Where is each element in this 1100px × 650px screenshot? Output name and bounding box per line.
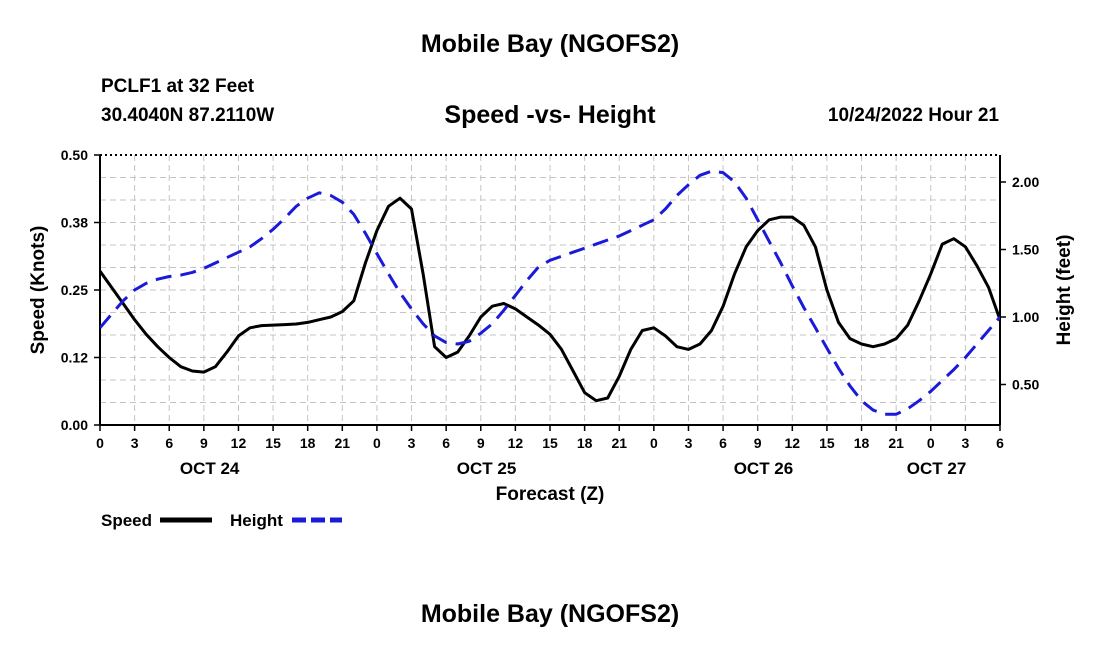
day-label: OCT 26 xyxy=(734,459,794,478)
x-tick-label: 0 xyxy=(650,435,658,451)
day-label: OCT 24 xyxy=(180,459,240,478)
x-tick-label: 18 xyxy=(300,435,316,451)
x-tick-label: 9 xyxy=(200,435,208,451)
x-tick-label: 21 xyxy=(335,435,351,451)
x-tick-label: 12 xyxy=(508,435,524,451)
legend-label-height: Height xyxy=(230,511,283,530)
y2-tick-label: 0.50 xyxy=(1012,377,1039,393)
x-tick-label: 0 xyxy=(373,435,381,451)
x-tick-label: 3 xyxy=(961,435,969,451)
x-tick-label: 0 xyxy=(96,435,104,451)
grid xyxy=(99,155,1001,425)
x-tick-label: 3 xyxy=(408,435,416,451)
x-tick-label: 0 xyxy=(927,435,935,451)
x-tick-label: 6 xyxy=(442,435,450,451)
x-tick-label: 3 xyxy=(131,435,139,451)
forecast-timestamp: 10/24/2022 Hour 21 xyxy=(827,105,999,126)
x-tick-label: 18 xyxy=(854,435,870,451)
y-tick-label: 0.50 xyxy=(61,147,88,163)
y2-tick-label: 1.00 xyxy=(1012,309,1039,325)
y-tick-label: 0.00 xyxy=(61,417,88,433)
day-label: OCT 25 xyxy=(457,459,517,478)
x-tick-label: 21 xyxy=(611,435,627,451)
y2-tick-label: 1.50 xyxy=(1012,242,1039,258)
series-line-speed xyxy=(100,196,1000,403)
x-tick-label: 15 xyxy=(265,435,281,451)
y2-tick-label: 2.00 xyxy=(1012,174,1039,190)
y2-axis-label: Height (feet) xyxy=(1054,235,1075,346)
series-line-height xyxy=(100,169,1000,416)
legend-label-speed: Speed xyxy=(101,511,152,530)
x-tick-label: 12 xyxy=(785,435,801,451)
chart-title: Speed -vs- Height xyxy=(444,101,656,129)
y-tick-label: 0.38 xyxy=(61,215,88,231)
x-tick-label: 12 xyxy=(231,435,247,451)
y-tick-label: 0.25 xyxy=(61,282,88,298)
coordinates-label: 30.4040N 87.2110W xyxy=(101,105,275,126)
x-tick-label: 9 xyxy=(477,435,485,451)
footer-title: Mobile Bay (NGOFS2) xyxy=(420,600,680,628)
x-tick-label: 9 xyxy=(754,435,762,451)
x-tick-label: 21 xyxy=(888,435,904,451)
x-tick-label: 6 xyxy=(165,435,173,451)
y-tick-label: 0.12 xyxy=(61,350,88,366)
x-tick-label: 15 xyxy=(542,435,558,451)
y-axis-label: Speed (Knots) xyxy=(28,226,49,355)
x-tick-label: 15 xyxy=(819,435,835,451)
main-title: Mobile Bay (NGOFS2) xyxy=(420,30,680,58)
x-tick-label: 6 xyxy=(719,435,727,451)
x-tick-label: 6 xyxy=(996,435,1004,451)
legend: Speed Height xyxy=(101,511,342,530)
x-axis-label: Forecast (Z) xyxy=(496,484,605,505)
x-tick-label: 18 xyxy=(577,435,593,451)
x-tick-label: 3 xyxy=(685,435,693,451)
station-label: PCLF1 at 32 Feet xyxy=(101,76,255,97)
day-label: OCT 27 xyxy=(907,459,967,478)
